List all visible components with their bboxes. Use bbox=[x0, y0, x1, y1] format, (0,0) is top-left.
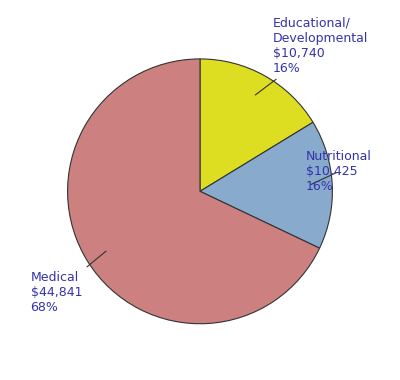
Wedge shape bbox=[68, 59, 320, 324]
Text: Nutritional
$10,425
16%: Nutritional $10,425 16% bbox=[306, 150, 372, 193]
Wedge shape bbox=[200, 122, 332, 248]
Text: Educational/
Developmental
$10,740
16%: Educational/ Developmental $10,740 16% bbox=[255, 17, 368, 95]
Text: Medical
$44,841
68%: Medical $44,841 68% bbox=[30, 251, 106, 314]
Wedge shape bbox=[200, 59, 313, 191]
